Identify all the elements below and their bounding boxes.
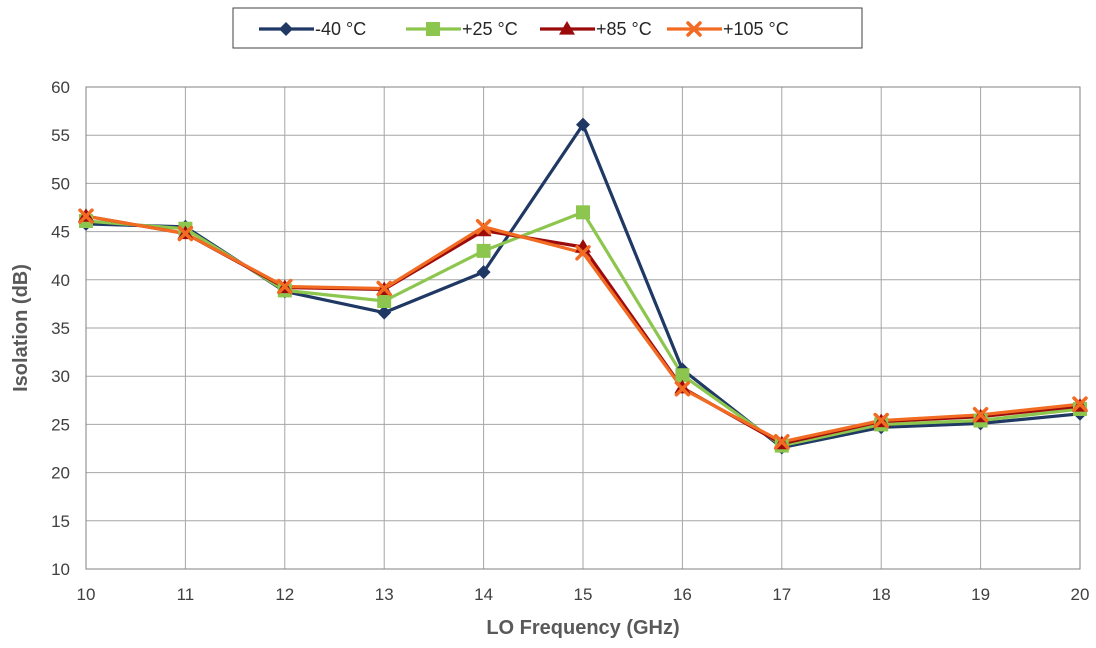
series-3-point	[78, 208, 94, 224]
legend-label-0: -40 °C	[315, 19, 366, 39]
legend-label-2: +85 °C	[596, 19, 652, 39]
series-3-point	[575, 245, 591, 261]
x-tick-label: 16	[673, 585, 692, 604]
series-1-point	[377, 294, 392, 309]
y-tick-label: 30	[51, 367, 70, 386]
x-tick-label: 11	[177, 585, 195, 604]
series-1-point	[675, 368, 690, 383]
x-tick-label: 17	[772, 585, 791, 604]
legend-label-3: +105 °C	[723, 19, 789, 39]
x-tick-label: 13	[375, 585, 394, 604]
y-tick-label: 10	[51, 560, 70, 579]
legend-label-1: +25 °C	[462, 19, 518, 39]
x-axis-title: LO Frequency (GHz)	[486, 617, 679, 639]
y-tick-label: 45	[51, 223, 70, 242]
legend-marker-0	[279, 22, 293, 36]
plot-area-border	[85, 86, 1081, 570]
x-axis-ticks: 10 11 12 13 14 15 16 17 18 19 20	[77, 585, 1090, 604]
series-3-point	[1072, 396, 1088, 412]
series-3-point	[475, 219, 492, 235]
y-tick-label: 25	[51, 415, 70, 434]
series-0-point	[576, 117, 590, 132]
series-1-point	[576, 205, 590, 220]
x-tick-label: 14	[474, 585, 493, 604]
series-0-point	[377, 305, 392, 320]
y-axis-title: Isolation (dB)	[10, 264, 32, 392]
x-tick-label: 19	[971, 585, 990, 604]
series-3-point	[277, 278, 293, 295]
y-axis-ticks: 10 15 20 25 30 35 40 45 50 55 60	[51, 78, 70, 579]
y-tick-label: 55	[51, 126, 70, 145]
series-3-point	[873, 412, 889, 429]
series-3-point	[376, 280, 392, 297]
series-0-point	[476, 265, 491, 280]
grid	[85, 86, 1081, 570]
y-tick-label: 60	[51, 78, 70, 97]
legend: -40 °C +25 °C +85 °C +105 °C	[232, 7, 863, 49]
legend-marker-1	[426, 22, 440, 36]
x-tick-label: 18	[872, 585, 891, 604]
y-tick-label: 50	[51, 174, 70, 193]
series-1-point	[476, 243, 491, 258]
legend-marker-2	[559, 21, 575, 35]
x-tick-label: 20	[1071, 585, 1090, 604]
x-tick-label: 15	[574, 585, 593, 604]
y-tick-label: 20	[51, 464, 70, 483]
y-tick-label: 40	[51, 271, 70, 290]
legend-marker-3	[686, 21, 702, 37]
y-tick-label: 35	[51, 319, 70, 338]
series-3-point	[774, 434, 790, 450]
x-tick-label: 12	[275, 585, 294, 604]
series-3-point	[972, 407, 989, 423]
series-3-point	[674, 380, 691, 397]
series-markers	[78, 117, 1088, 455]
y-tick-label: 15	[51, 512, 70, 531]
series-3-point	[177, 225, 194, 242]
x-tick-label: 10	[77, 585, 96, 604]
